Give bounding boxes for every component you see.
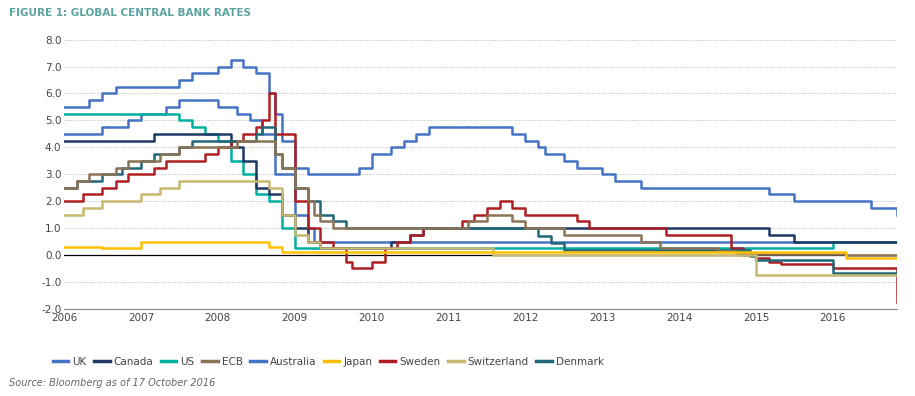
Legend: UK, Canada, US, ECB, Australia, Japan, Sweden, Switzerland, Denmark: UK, Canada, US, ECB, Australia, Japan, S… — [52, 357, 604, 367]
Text: FIGURE 1: GLOBAL CENTRAL BANK RATES: FIGURE 1: GLOBAL CENTRAL BANK RATES — [9, 8, 251, 18]
Text: Source: Bloomberg as of 17 October 2016: Source: Bloomberg as of 17 October 2016 — [9, 378, 216, 388]
